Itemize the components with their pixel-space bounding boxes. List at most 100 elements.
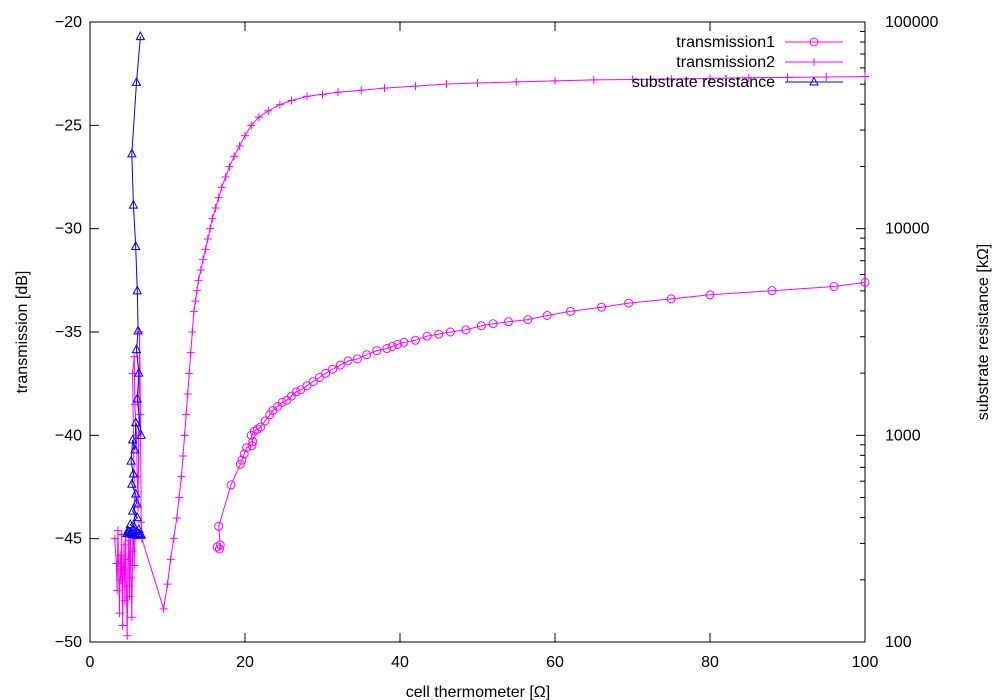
y-tick-label: −25 <box>55 117 82 134</box>
data-point <box>321 368 331 378</box>
data-point <box>180 431 189 440</box>
data-point <box>302 381 312 391</box>
data-point <box>822 72 831 81</box>
data-point <box>175 493 184 502</box>
data-point <box>206 224 215 233</box>
x-tick-label: 80 <box>701 654 719 671</box>
legend-marker <box>809 76 819 86</box>
data-point <box>221 173 230 181</box>
data-point <box>131 76 142 86</box>
data-point <box>133 523 144 534</box>
data-point <box>196 266 205 274</box>
data-point <box>131 497 142 507</box>
data-point <box>318 90 327 99</box>
data-point <box>133 325 143 335</box>
data-point <box>783 73 792 82</box>
legend-label: transmission1 <box>676 34 775 51</box>
legend: transmission1 transmission2 substrate resi… <box>632 34 843 91</box>
data-point <box>343 356 353 366</box>
data-point <box>362 350 372 360</box>
data-point <box>230 152 239 161</box>
x-axis-title: cell thermometer [Ω] <box>406 684 550 700</box>
data-point <box>264 106 273 115</box>
y-tick-label: −40 <box>55 427 82 444</box>
data-point <box>666 294 676 304</box>
data-point <box>128 547 137 556</box>
x-tick-label: 100 <box>852 654 879 671</box>
x-tick-label: 0 <box>86 654 95 671</box>
x-tick-label: 60 <box>546 654 564 671</box>
data-point <box>132 512 143 522</box>
data-point <box>169 534 178 543</box>
data-point <box>275 100 284 109</box>
legend-label: substrate resistance <box>632 74 775 91</box>
data-point <box>476 321 486 331</box>
data-point <box>135 31 146 41</box>
data-point <box>133 367 144 377</box>
legend-marker <box>809 37 819 47</box>
data-point <box>127 434 138 444</box>
data-point <box>136 529 146 539</box>
data-point <box>277 397 287 407</box>
data-point <box>186 348 195 357</box>
y-axis-title: transmission [dB] <box>14 271 31 394</box>
data-point <box>256 422 265 432</box>
data-point <box>357 86 366 95</box>
data-point <box>667 75 676 84</box>
data-point <box>163 580 172 589</box>
data-point <box>120 540 129 549</box>
data-point <box>242 443 252 453</box>
data-point <box>127 573 136 582</box>
data-point <box>127 613 136 622</box>
data-point <box>241 131 249 140</box>
data-point <box>127 505 138 515</box>
data-point <box>767 286 777 296</box>
data-point <box>118 621 127 630</box>
y-axis-left: −50 −45 −40 −35 −30 −25 −20 <box>55 14 99 651</box>
plot-frame <box>89 21 866 643</box>
data-point <box>225 162 234 171</box>
data-point <box>291 387 301 397</box>
y2-tick-label: 10000 <box>885 221 930 238</box>
y-tick-label: −30 <box>55 221 82 238</box>
data-point <box>208 214 217 223</box>
data-point <box>112 559 121 568</box>
data-point <box>303 92 311 101</box>
data-point <box>182 410 191 419</box>
data-point <box>191 297 200 305</box>
y2-axis-title: substrate resistance [kΩ] <box>975 244 992 420</box>
data-point <box>215 540 225 550</box>
data-point <box>628 75 637 84</box>
data-point <box>113 586 122 595</box>
y-tick-label: −35 <box>55 324 82 341</box>
series-substrate-resistance <box>122 31 146 539</box>
data-point <box>122 582 131 591</box>
data-point <box>328 364 338 374</box>
data-point <box>523 315 533 325</box>
data-point <box>314 372 324 382</box>
data-point <box>744 73 753 82</box>
data-point <box>214 544 224 554</box>
data-point <box>249 426 259 436</box>
data-point <box>130 417 141 427</box>
data-point <box>380 84 389 93</box>
data-point <box>127 148 137 158</box>
data-point <box>551 76 559 85</box>
data-point <box>461 325 471 335</box>
data-point <box>211 204 220 212</box>
data-point <box>214 193 223 202</box>
data-point <box>247 121 256 130</box>
data-point <box>352 354 362 364</box>
data-point <box>254 113 263 122</box>
data-point <box>124 528 135 538</box>
data-point <box>116 551 125 560</box>
data-point <box>597 302 606 312</box>
y-tick-label: −50 <box>55 634 82 651</box>
data-point <box>235 459 245 469</box>
data-point <box>120 596 129 605</box>
data-point <box>542 310 552 320</box>
data-point <box>217 183 226 192</box>
data-point <box>334 88 342 97</box>
data-point <box>235 142 244 150</box>
data-point <box>473 78 482 87</box>
